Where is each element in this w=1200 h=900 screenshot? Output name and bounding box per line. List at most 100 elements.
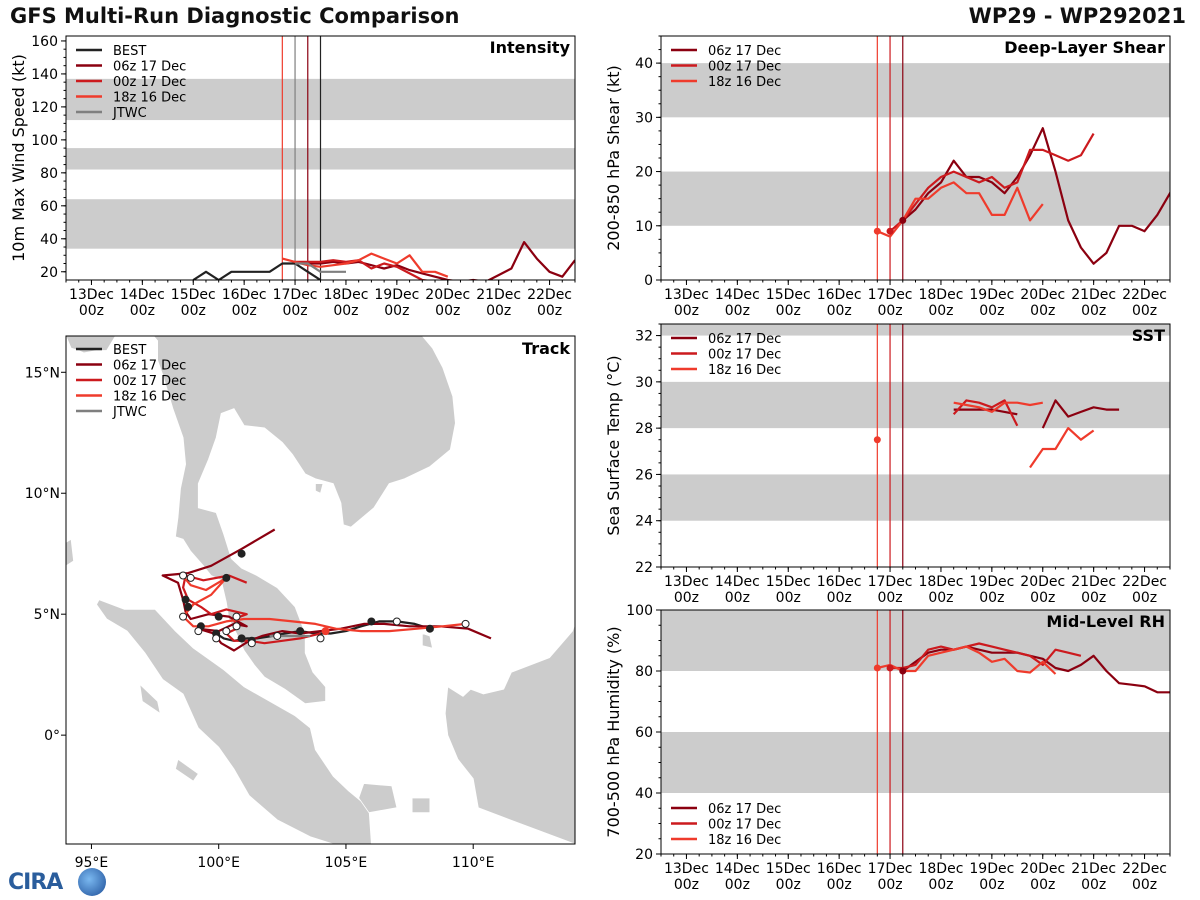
shear-xtick-day: 19Dec bbox=[969, 287, 1014, 303]
rh-xtick-hour: 00z bbox=[877, 877, 902, 893]
track-position-dot bbox=[222, 627, 231, 636]
shear-ylabel: 200-850 hPa Shear (kt) bbox=[604, 65, 623, 251]
sst-xtick-hour: 00z bbox=[1081, 590, 1106, 606]
bangka-island bbox=[358, 783, 398, 814]
rh-xtick-hour: 00z bbox=[1081, 877, 1106, 893]
rh-init-marker-0 bbox=[873, 664, 881, 672]
rh-xtick-hour: 00z bbox=[928, 877, 953, 893]
sst-series-1 bbox=[952, 399, 1019, 427]
intensity-xtick-hour: 00z bbox=[130, 303, 155, 319]
rh-xtick-hour: 00z bbox=[776, 877, 801, 893]
logo-text: CIRA bbox=[8, 870, 63, 895]
track-legend-label: BEST bbox=[113, 343, 146, 358]
track-position-dot bbox=[179, 612, 188, 621]
sst-xtick-hour: 00z bbox=[979, 590, 1004, 606]
rh-xtick-day: 17Dec bbox=[868, 861, 913, 877]
track-map: 95°E 100°E 105°E 110°E 0° 5°N 10°N 15°N Track BES… bbox=[25, 335, 576, 871]
track-ytick-label: 0° bbox=[44, 728, 60, 744]
track-plot-area bbox=[66, 336, 575, 844]
nias-island bbox=[139, 683, 161, 715]
rh-legend-label: 00z 17 Dec bbox=[708, 818, 781, 833]
intensity-xtick-day: 20Dec bbox=[425, 287, 470, 303]
track-position-dot bbox=[179, 571, 188, 580]
shear-shade-band-1 bbox=[661, 63, 1170, 118]
rh-init-marker-1 bbox=[886, 664, 894, 672]
intensity-ytick-label: 80 bbox=[40, 166, 58, 182]
shear-legend-label: 06z 17 Dec bbox=[708, 44, 781, 59]
shear-legend-label: 18z 16 Dec bbox=[708, 75, 781, 90]
track-position-dot bbox=[184, 602, 193, 611]
rh-plot-area bbox=[661, 610, 1170, 854]
intensity-legend-label: 06z 17 Dec bbox=[113, 60, 186, 75]
track-xtick-label: 105°E bbox=[325, 855, 368, 871]
sst-legend-label: 06z 17 Dec bbox=[708, 332, 781, 347]
track-position-dot bbox=[237, 634, 246, 643]
shear-title: Deep-Layer Shear bbox=[1004, 38, 1165, 57]
intensity-series-2 bbox=[295, 259, 432, 280]
intensity-ytick-label: 100 bbox=[31, 133, 58, 149]
shear-xtick-day: 20Dec bbox=[1020, 287, 1065, 303]
shear-xtick-hour: 00z bbox=[1030, 303, 1055, 319]
rh-xtick-day: 20Dec bbox=[1020, 861, 1065, 877]
sst-xtick-hour: 00z bbox=[877, 590, 902, 606]
shear-legend-label: 00z 17 Dec bbox=[708, 60, 781, 75]
sst-xtick-day: 18Dec bbox=[918, 574, 963, 590]
sst-legend-label: 18z 16 Dec bbox=[708, 363, 781, 378]
intensity-xtick-day: 16Dec bbox=[222, 287, 267, 303]
rh-xtick-hour: 00z bbox=[1132, 877, 1157, 893]
rh-xtick-hour: 00z bbox=[725, 877, 750, 893]
track-position-dot bbox=[461, 619, 470, 628]
intensity-xtick-hour: 00z bbox=[232, 303, 257, 319]
intensity-series-0 bbox=[192, 262, 322, 280]
intensity-plot-area bbox=[66, 36, 575, 280]
intensity-ytick-label: 140 bbox=[31, 67, 58, 83]
siberut-island bbox=[174, 758, 199, 782]
shear-series-2 bbox=[876, 181, 1044, 238]
rh-xtick-day: 15Dec bbox=[766, 861, 811, 877]
track-ytick-label: 15°N bbox=[25, 365, 60, 381]
sst-xtick-day: 16Dec bbox=[817, 574, 862, 590]
track-xtick-label: 110°E bbox=[452, 855, 495, 871]
shear-xtick-day: 18Dec bbox=[918, 287, 963, 303]
rh-ytick-label: 20 bbox=[635, 847, 653, 863]
intensity-xtick-hour: 00z bbox=[79, 303, 104, 319]
rh-xtick-hour: 00z bbox=[979, 877, 1004, 893]
sst-xtick-day: 19Dec bbox=[969, 574, 1014, 590]
nicobar-island bbox=[66, 538, 75, 567]
sst-shade-band-2 bbox=[661, 324, 1170, 336]
rh-xtick-day: 19Dec bbox=[969, 861, 1014, 877]
track-ytick-label: 10°N bbox=[25, 486, 60, 502]
track-position-dot bbox=[392, 617, 401, 626]
sst-xtick-hour: 00z bbox=[928, 590, 953, 606]
natuna-island bbox=[421, 632, 434, 649]
track-position-dot bbox=[321, 627, 330, 636]
shear-plot-area bbox=[661, 36, 1170, 280]
shear-xtick-day: 21Dec bbox=[1071, 287, 1116, 303]
track-position-dot bbox=[212, 634, 221, 643]
sst-ytick-label: 22 bbox=[635, 560, 653, 576]
track-ytick-label: 5°N bbox=[34, 607, 60, 623]
track-legend-label: 06z 17 Dec bbox=[113, 359, 186, 374]
intensity-xtick-day: 14Dec bbox=[120, 287, 165, 303]
intensity-ytick-label: 160 bbox=[31, 34, 58, 50]
track-xtick-label: 100°E bbox=[197, 855, 240, 871]
shear-xtick-day: 22Dec bbox=[1122, 287, 1167, 303]
track-position-dot bbox=[194, 627, 203, 636]
sst-ytick-label: 28 bbox=[635, 421, 653, 437]
rh-xtick-day: 21Dec bbox=[1071, 861, 1116, 877]
track-xtick-label: 95°E bbox=[75, 855, 109, 871]
track-position-dot bbox=[214, 612, 223, 621]
sst-xtick-day: 14Dec bbox=[715, 574, 760, 590]
rh-xtick-hour: 00z bbox=[674, 877, 699, 893]
sst-xtick-day: 13Dec bbox=[664, 574, 709, 590]
borneo-landmass bbox=[444, 623, 575, 844]
sst-ylabel: Sea Surface Temp (°C) bbox=[604, 355, 623, 535]
sst-chart: 22242628303213Dec00z14Dec00z15Dec00z16De… bbox=[604, 323, 1171, 606]
sst-title: SST bbox=[1132, 326, 1165, 345]
rh-series-1 bbox=[890, 642, 1082, 670]
sst-xtick-day: 17Dec bbox=[868, 574, 913, 590]
shear-xtick-hour: 00z bbox=[725, 303, 750, 319]
intensity-legend-label: 18z 16 Dec bbox=[113, 91, 186, 106]
track-position-dot bbox=[181, 595, 190, 604]
track-position-dot bbox=[425, 624, 434, 633]
